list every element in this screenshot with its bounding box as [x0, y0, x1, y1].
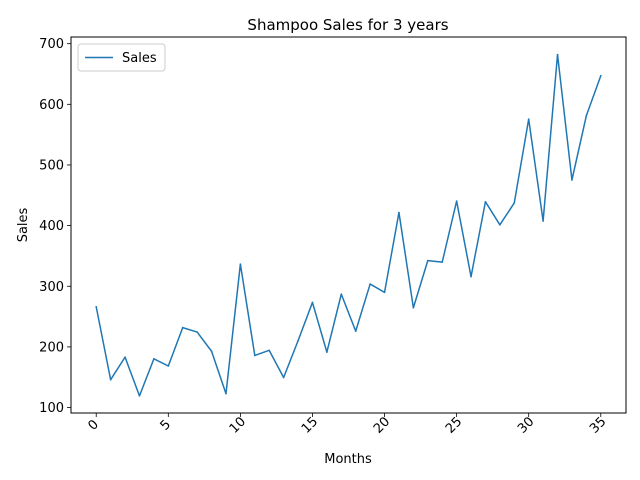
y-tick-label: 300	[39, 280, 64, 295]
data-point	[484, 200, 487, 203]
data-point	[499, 224, 501, 226]
y-axis: 100 200 300 400 500 600 700	[39, 37, 71, 416]
data-point	[426, 259, 429, 262]
legend-box	[77, 43, 166, 72]
data-point	[527, 118, 530, 120]
data-point	[599, 75, 602, 77]
data-point	[282, 376, 285, 379]
data-point	[153, 358, 155, 360]
data-point	[513, 202, 516, 204]
plot-frame	[70, 36, 627, 414]
data-point	[354, 330, 357, 332]
data-point	[109, 378, 112, 381]
data-point	[138, 395, 141, 397]
plot-area	[71, 37, 626, 413]
data-point	[556, 53, 559, 56]
series-layer	[95, 53, 602, 397]
data-point	[369, 283, 371, 285]
y-tick-label: 600	[39, 98, 64, 113]
data-point	[254, 354, 256, 357]
data-point	[441, 261, 444, 263]
data-point	[311, 301, 314, 304]
data-point	[196, 331, 198, 333]
y-tick-label: 100	[39, 401, 64, 416]
legend-label-sales: Sales	[122, 51, 157, 66]
data-point	[398, 211, 400, 214]
data-point	[383, 291, 386, 294]
data-point	[124, 356, 126, 358]
data-point	[167, 365, 170, 367]
data-point	[225, 392, 227, 395]
data-point	[239, 263, 242, 265]
legend: Sales	[77, 43, 166, 72]
data-point	[542, 220, 544, 222]
data-point	[412, 306, 415, 309]
y-tick-label: 200	[39, 340, 64, 355]
y-tick-label: 500	[39, 158, 64, 173]
data-point	[340, 293, 343, 295]
data-point	[455, 200, 458, 202]
data-point	[571, 179, 573, 181]
x-axis-label: Months	[324, 452, 372, 467]
chart-title: Shampoo Sales for 3 years	[247, 16, 448, 34]
y-tick-label: 700	[39, 37, 64, 52]
data-point	[297, 339, 299, 342]
data-point	[470, 275, 472, 278]
y-axis-label: Sales	[16, 207, 31, 242]
data-point	[210, 350, 213, 353]
data-point	[585, 114, 588, 117]
data-point	[95, 306, 98, 308]
data-point	[181, 326, 184, 329]
data-point	[326, 351, 328, 353]
series-line-sales	[95, 53, 602, 397]
data-point	[268, 349, 271, 352]
y-tick-label: 400	[39, 219, 64, 234]
